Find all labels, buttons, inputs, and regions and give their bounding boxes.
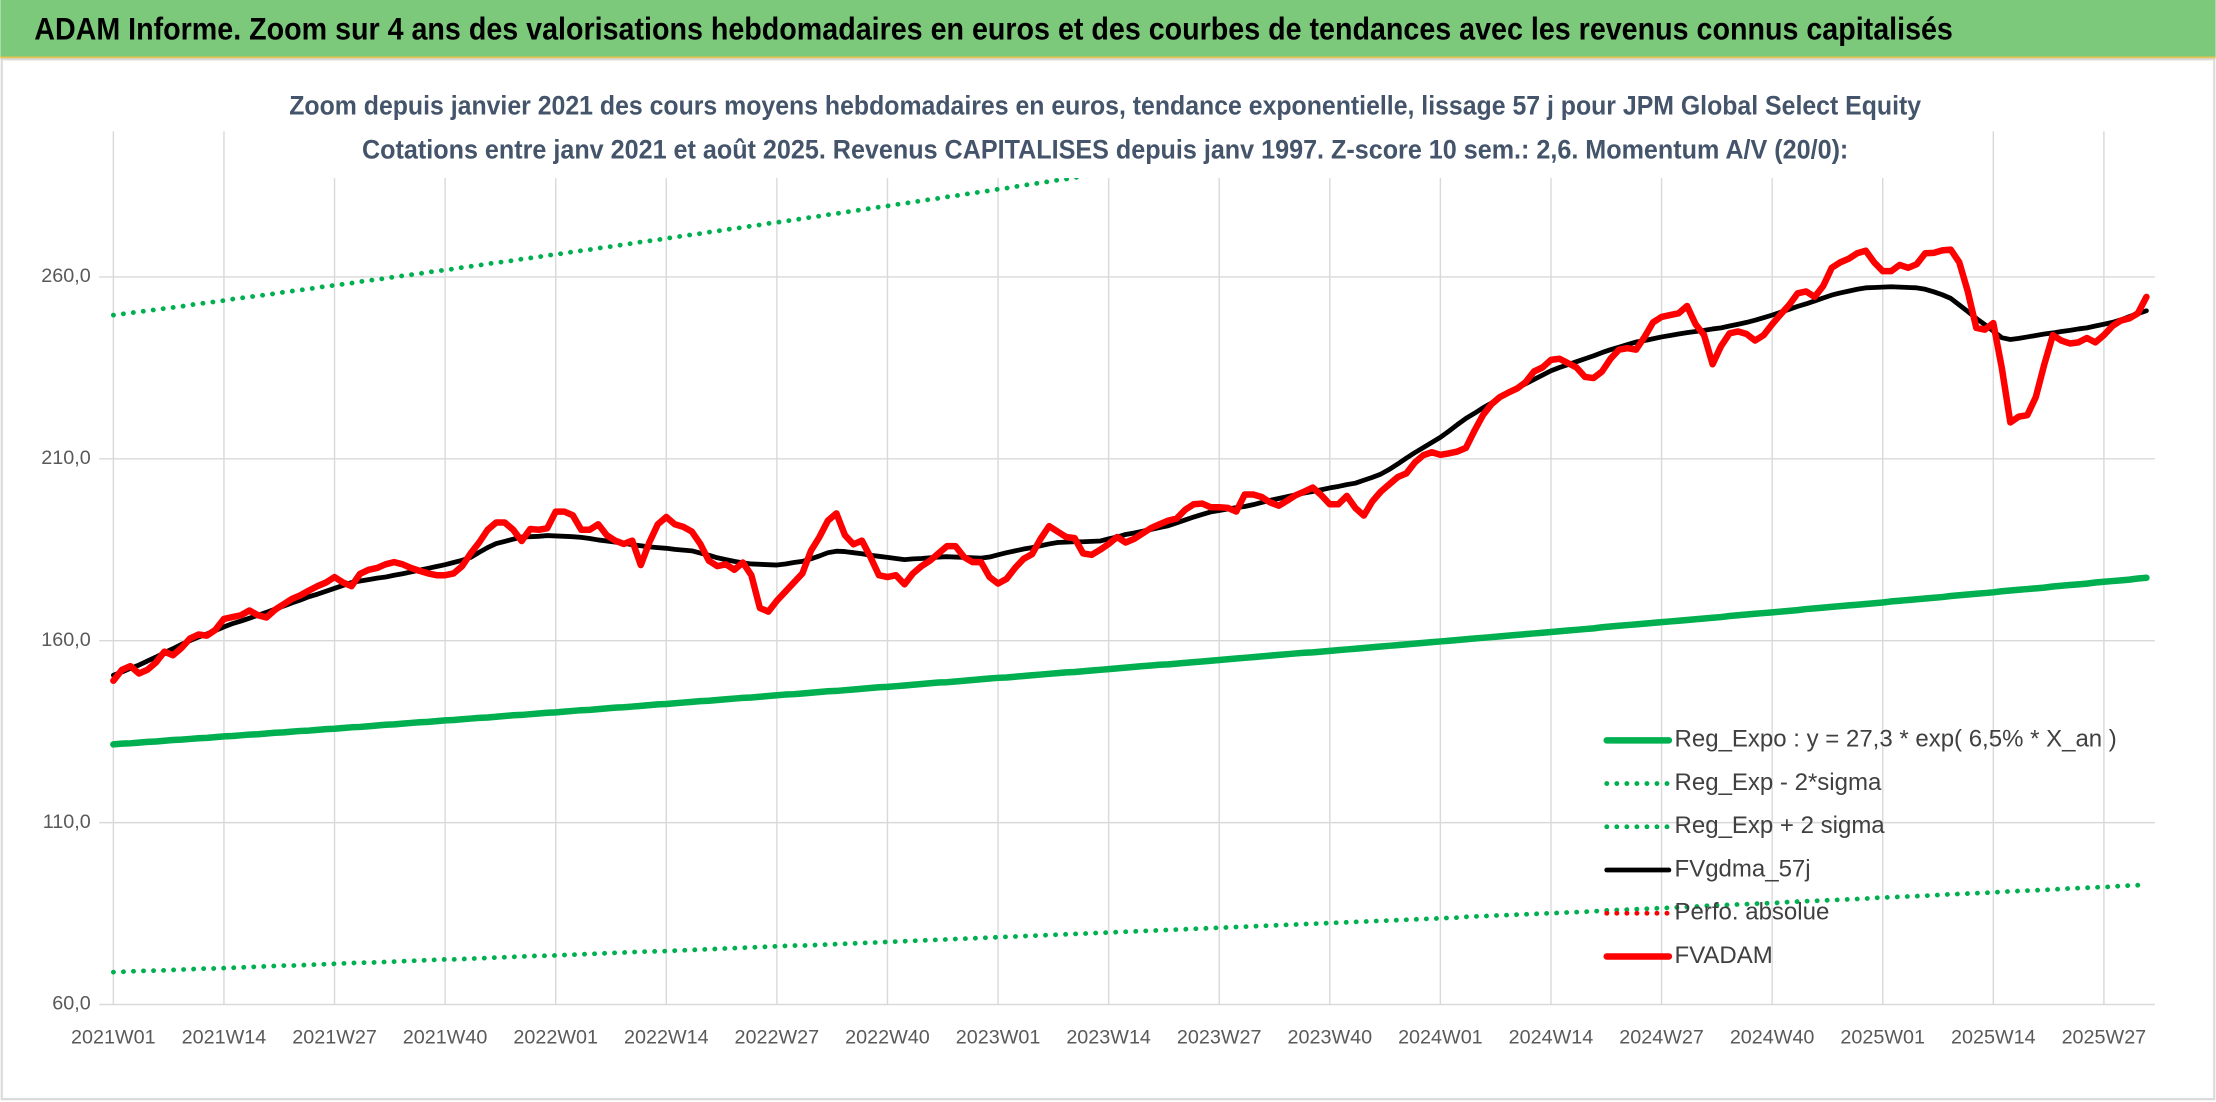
- x-tick-label: 2024W14: [1509, 1027, 1594, 1049]
- title-box: [265, 79, 1934, 179]
- legend-label: Reg_Exp + 2 sigma: [1675, 812, 1886, 839]
- series-line: [110, 131, 1385, 318]
- y-tick-label: 210,0: [41, 447, 90, 469]
- series-line: [110, 246, 2150, 684]
- x-tick-label: 2024W40: [1730, 1027, 1815, 1049]
- chart-subtitle: Cotations entre janv 2021 et août 2025. …: [362, 134, 1848, 164]
- x-tick-label: 2021W27: [292, 1027, 377, 1049]
- x-tick-label: 2022W40: [845, 1027, 930, 1049]
- x-tick-label: 2021W14: [182, 1027, 267, 1049]
- legend-label: Reg_Exp - 2*sigma: [1675, 769, 1882, 796]
- x-tick-label: 2024W27: [1619, 1027, 1704, 1049]
- header-bar: [0, 0, 2216, 58]
- grid: [99, 131, 2155, 1006]
- y-tick-label: 260,0: [41, 265, 90, 287]
- x-tick-label: 2021W01: [71, 1027, 156, 1049]
- legend: Reg_Expo : y = 27,3 * exp( 6,5% * X_an )…: [1603, 726, 2117, 969]
- legend-label: Reg_Expo : y = 27,3 * exp( 6,5% * X_an ): [1675, 726, 2117, 753]
- x-tick-label: 2025W27: [2062, 1027, 2147, 1049]
- x-tick-label: 2025W14: [1951, 1027, 2036, 1049]
- y-tick-label: 160,0: [41, 629, 90, 651]
- axis-labels: 60,0 110,0 160,0 210,0 260,0 2021W01 2021W14 20…: [41, 265, 2146, 1049]
- x-tick-label: 2025W01: [1840, 1027, 1925, 1049]
- x-tick-label: 2023W01: [956, 1027, 1041, 1049]
- series-layer: [110, 131, 2150, 975]
- legend-label: FVgdma_57j: [1675, 855, 1811, 882]
- x-tick-label: 2023W40: [1287, 1027, 1372, 1049]
- chart-border: [0, 58, 2216, 1101]
- x-tick-label: 2023W14: [1066, 1027, 1151, 1049]
- x-tick-label: 2023W27: [1177, 1027, 1262, 1049]
- x-tick-label: 2022W27: [735, 1027, 820, 1049]
- x-tick-label: 2021W40: [403, 1027, 488, 1049]
- x-tick-label: 2024W01: [1398, 1027, 1483, 1049]
- series-line: [110, 284, 2149, 678]
- legend-label: FVADAM: [1675, 942, 1773, 969]
- x-tick-label: 2022W01: [513, 1027, 598, 1049]
- series-line: [110, 882, 2149, 975]
- header-title: ADAM Informe. Zoom sur 4 ans des valoris…: [34, 11, 1953, 46]
- legend-label: Perfo. absolue: [1675, 899, 1830, 926]
- y-tick-label: 110,0: [43, 811, 91, 833]
- y-tick-label: 60,0: [52, 993, 90, 1015]
- x-tick-label: 2022W14: [624, 1027, 709, 1049]
- series-line: [110, 574, 2150, 748]
- chart-title: Zoom depuis janvier 2021 des cours moyen…: [289, 90, 1921, 120]
